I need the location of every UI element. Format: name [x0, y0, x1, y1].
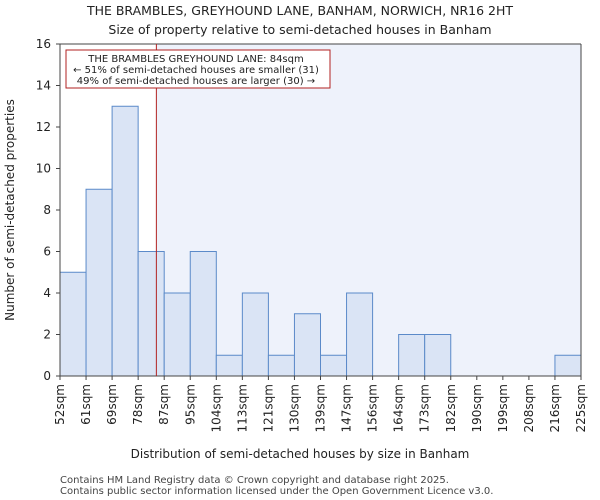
x-tick-label-104sqm: 104sqm: [209, 384, 223, 432]
annotation-line-3: 49% of semi-detached houses are larger (…: [77, 76, 315, 87]
bar-216sqm: [554, 354, 582, 377]
bar-95sqm: [189, 251, 217, 377]
bar-147sqm: [346, 292, 374, 377]
y-tick-label-6: 6: [43, 245, 51, 259]
y-tick-label-16: 16: [36, 37, 51, 51]
x-tick-label-95sqm: 95sqm: [183, 384, 197, 425]
x-axis-label: Distribution of semi-detached houses by …: [131, 447, 470, 461]
annotation-line-1: THE BRAMBLES GREYHOUND LANE: 84sqm: [87, 54, 303, 65]
bar-61sqm: [85, 188, 113, 377]
x-tick-label-78sqm: 78sqm: [131, 384, 145, 425]
x-tick-label-208sqm: 208sqm: [522, 384, 536, 432]
annotation-line-2: ← 51% of semi-detached houses are smalle…: [73, 65, 319, 76]
bar-87sqm: [163, 292, 191, 377]
y-tick-label-14: 14: [36, 79, 51, 93]
chart-title: THE BRAMBLES, GREYHOUND LANE, BANHAM, NO…: [86, 3, 513, 18]
x-tick-label-182sqm: 182sqm: [444, 384, 458, 432]
x-tick-label-199sqm: 199sqm: [496, 384, 510, 432]
y-tick-label-8: 8: [43, 203, 51, 217]
bar-52sqm: [59, 271, 87, 377]
y-tick-label-0: 0: [43, 369, 51, 383]
bar-139sqm: [320, 354, 348, 377]
y-tick-label-10: 10: [36, 162, 51, 176]
x-tick-label-216sqm: 216sqm: [548, 384, 562, 432]
annotation-box: [65, 49, 331, 89]
x-tick-label-130sqm: 130sqm: [287, 384, 301, 432]
x-tick-label-147sqm: 147sqm: [340, 384, 354, 432]
chart-subtitle: Size of property relative to semi-detach…: [108, 22, 491, 37]
bar-121sqm: [267, 354, 295, 377]
x-tick-label-69sqm: 69sqm: [105, 384, 119, 425]
bar-113sqm: [241, 292, 269, 377]
x-tick-label-164sqm: 164sqm: [392, 384, 406, 432]
x-tick-label-156sqm: 156sqm: [366, 384, 380, 432]
bar-173sqm: [424, 334, 452, 377]
x-tick-label-173sqm: 173sqm: [418, 384, 432, 432]
y-tick-label-12: 12: [36, 120, 51, 134]
y-tick-label-4: 4: [43, 286, 51, 300]
x-tick-label-139sqm: 139sqm: [314, 384, 328, 432]
y-axis-label: Number of semi-detached properties: [3, 99, 17, 321]
x-tick-label-121sqm: 121sqm: [261, 384, 275, 432]
bar-104sqm: [215, 354, 243, 377]
footer-line-2: Contains public sector information licen…: [60, 486, 493, 497]
y-tick-label-2: 2: [43, 328, 51, 342]
bar-69sqm: [111, 105, 139, 377]
x-tick-label-61sqm: 61sqm: [79, 384, 93, 425]
x-tick-label-225sqm: 225sqm: [574, 384, 588, 432]
plot-area: 0 2 4 6 8 10 12 14 16 52sqm 61sqm 69sqm 78sqm 87sqm 95…: [36, 37, 588, 432]
bar-164sqm: [398, 334, 426, 377]
x-tick-label-52sqm: 52sqm: [53, 384, 67, 425]
x-tick-label-87sqm: 87sqm: [157, 384, 171, 425]
x-tick-label-113sqm: 113sqm: [235, 384, 249, 432]
x-tick-label-190sqm: 190sqm: [470, 384, 484, 432]
bar-78sqm: [137, 251, 165, 377]
footer-line-1: Contains HM Land Registry data © Crown c…: [60, 475, 449, 486]
bar-130sqm: [293, 313, 322, 377]
